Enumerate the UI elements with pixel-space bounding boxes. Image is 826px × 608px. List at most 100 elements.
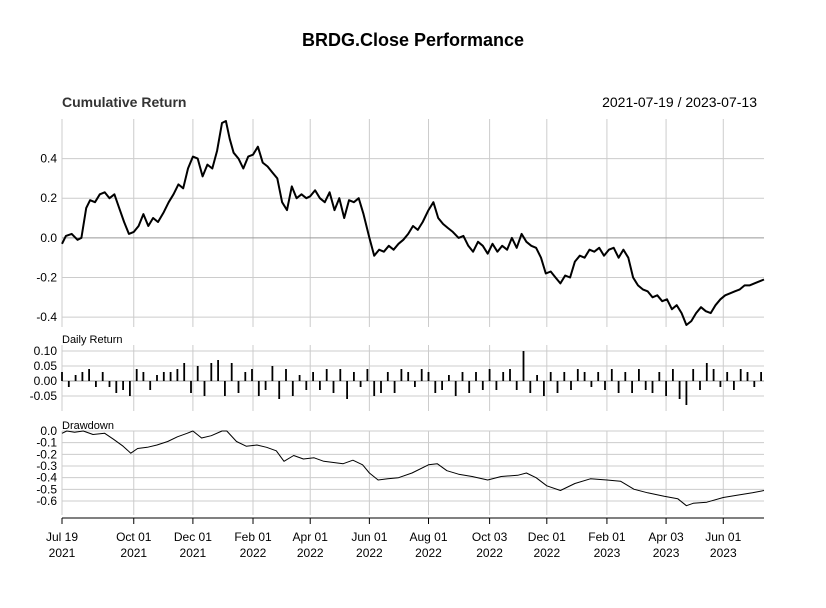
daily-return-bar: [244, 372, 247, 381]
cumulative-y-tick-label: 0.2: [40, 191, 57, 205]
daily-return-bar: [509, 369, 511, 381]
x-tick-label-year: 2021: [49, 546, 76, 560]
daily-return-bar: [672, 369, 674, 381]
daily-return-bar: [515, 381, 518, 390]
x-tick-label-month: Apr 01: [293, 530, 329, 544]
x-tick-label-year: 2023: [653, 546, 680, 560]
daily-return-bar: [359, 381, 362, 387]
daily-return-bar: [190, 381, 192, 393]
daily-return-bar: [407, 372, 410, 381]
daily-return-bar: [678, 381, 681, 399]
x-tick-label-year: 2022: [240, 546, 267, 560]
x-tick-label-year: 2022: [356, 546, 383, 560]
daily-return-bar: [624, 372, 627, 381]
daily-return-bar: [162, 372, 165, 381]
daily-return-bar: [420, 369, 423, 381]
daily-return-bar: [617, 381, 620, 393]
daily-return-bar: [665, 381, 667, 396]
daily-panel-label: Daily Return: [62, 334, 123, 346]
x-tick-label-month: Oct 03: [472, 530, 508, 544]
daily-return-bar: [583, 372, 586, 381]
chart-title: BRDG.Close Performance: [302, 30, 524, 50]
daily-return-bar: [95, 381, 97, 387]
daily-return-bar: [169, 372, 172, 381]
daily-return-bar: [529, 381, 532, 393]
drawdown-series-line: [61, 430, 765, 507]
daily-return-bar: [196, 366, 199, 381]
daily-return-bar: [149, 381, 152, 390]
x-tick-label-month: Dec 01: [174, 530, 212, 544]
daily-return-bar: [251, 369, 253, 381]
drawdown-y-tick-label: 0.0: [40, 424, 57, 438]
daily-return-bar: [325, 369, 328, 381]
daily-return-bar: [264, 381, 267, 390]
daily-return-bar: [373, 381, 376, 396]
daily-return-bar: [366, 369, 369, 381]
daily-return-bar: [332, 381, 335, 393]
x-tick-label-month: Aug 01: [409, 530, 447, 544]
x-tick-label-month: Jul 19: [46, 530, 78, 544]
date-range-label: 2021-07-19 / 2023-07-13: [602, 94, 757, 110]
axes: 0.40.20.0-0.2-0.40.100.050.00-0.050.0-0.…: [30, 152, 764, 560]
daily-return-bar: [156, 375, 158, 381]
daily-return-bar: [210, 363, 213, 381]
daily-return-bar: [346, 381, 348, 399]
cumulative-y-tick-label: -0.2: [36, 270, 57, 284]
daily-return-bar: [644, 381, 647, 390]
daily-return-bar: [122, 381, 124, 390]
daily-return-bar: [658, 372, 661, 381]
daily-return-bar: [543, 381, 545, 396]
daily-return-bar: [183, 363, 186, 381]
daily-return-bar: [339, 369, 342, 381]
daily-y-tick-label: 0.10: [34, 344, 58, 358]
x-tick-label-year: 2022: [476, 546, 503, 560]
daily-return-bar: [712, 369, 715, 381]
daily-return-bar: [719, 381, 722, 387]
daily-y-tick-label: 0.05: [34, 359, 58, 373]
drawdown-y-tick-label: -0.4: [36, 471, 57, 485]
daily-return-bar: [67, 381, 70, 387]
drawdown-y-tick-label: -0.1: [36, 436, 57, 450]
daily-return-bar: [570, 381, 572, 390]
daily-return-bar: [237, 381, 240, 393]
daily-return-bar: [556, 381, 559, 393]
daily-return-bar: [448, 375, 450, 381]
cumulative-panel-label: Cumulative Return: [62, 94, 186, 110]
daily-return-bar: [502, 372, 505, 381]
drawdown-y-tick-label: -0.6: [36, 494, 57, 508]
cumulative-y-tick-label: -0.4: [36, 310, 57, 324]
daily-return-bar: [142, 372, 145, 381]
x-tick-label-year: 2022: [533, 546, 560, 560]
daily-return-bar: [590, 381, 593, 387]
daily-return-bar: [380, 381, 382, 393]
x-tick-label-month: Dec 01: [528, 530, 566, 544]
daily-return-bar: [278, 381, 281, 399]
daily-return-bar: [685, 381, 688, 405]
daily-return-bar: [230, 363, 233, 381]
daily-return-bar: [305, 381, 308, 390]
daily-return-bar: [74, 375, 77, 381]
daily-return-bar: [549, 372, 552, 381]
daily-return-bar: [488, 369, 491, 381]
x-tick-label-month: Oct 01: [116, 530, 152, 544]
daily-return-bar: [604, 381, 606, 390]
daily-return-bar: [400, 369, 403, 381]
daily-return-bar: [692, 369, 695, 381]
daily-return-bar: [638, 369, 640, 381]
daily-return-bar: [176, 369, 179, 381]
drawdown-y-tick-label: -0.2: [36, 447, 57, 461]
daily-return-bar: [434, 381, 437, 393]
x-tick-label-month: Jun 01: [351, 530, 387, 544]
x-tick-label-year: 2023: [594, 546, 621, 560]
daily-return-bar: [129, 381, 131, 396]
cumulative-y-tick-label: 0.4: [40, 152, 57, 166]
daily-return-bar: [746, 372, 749, 381]
daily-return-bar: [61, 372, 63, 381]
x-tick-label-month: Feb 01: [234, 530, 272, 544]
daily-return-bar: [427, 372, 430, 381]
data-series: [61, 120, 765, 507]
daily-return-bar: [699, 381, 701, 390]
daily-return-bar: [454, 381, 457, 396]
daily-return-bar: [271, 366, 274, 381]
